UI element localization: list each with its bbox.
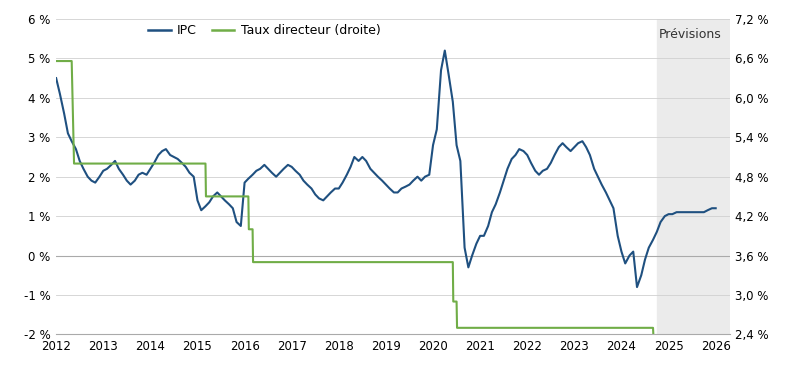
Bar [657, 19, 730, 334]
Text: Prévisions: Prévisions [659, 28, 722, 41]
Legend: IPC, Taux directeur (droite): IPC, Taux directeur (droite) [144, 19, 385, 42]
